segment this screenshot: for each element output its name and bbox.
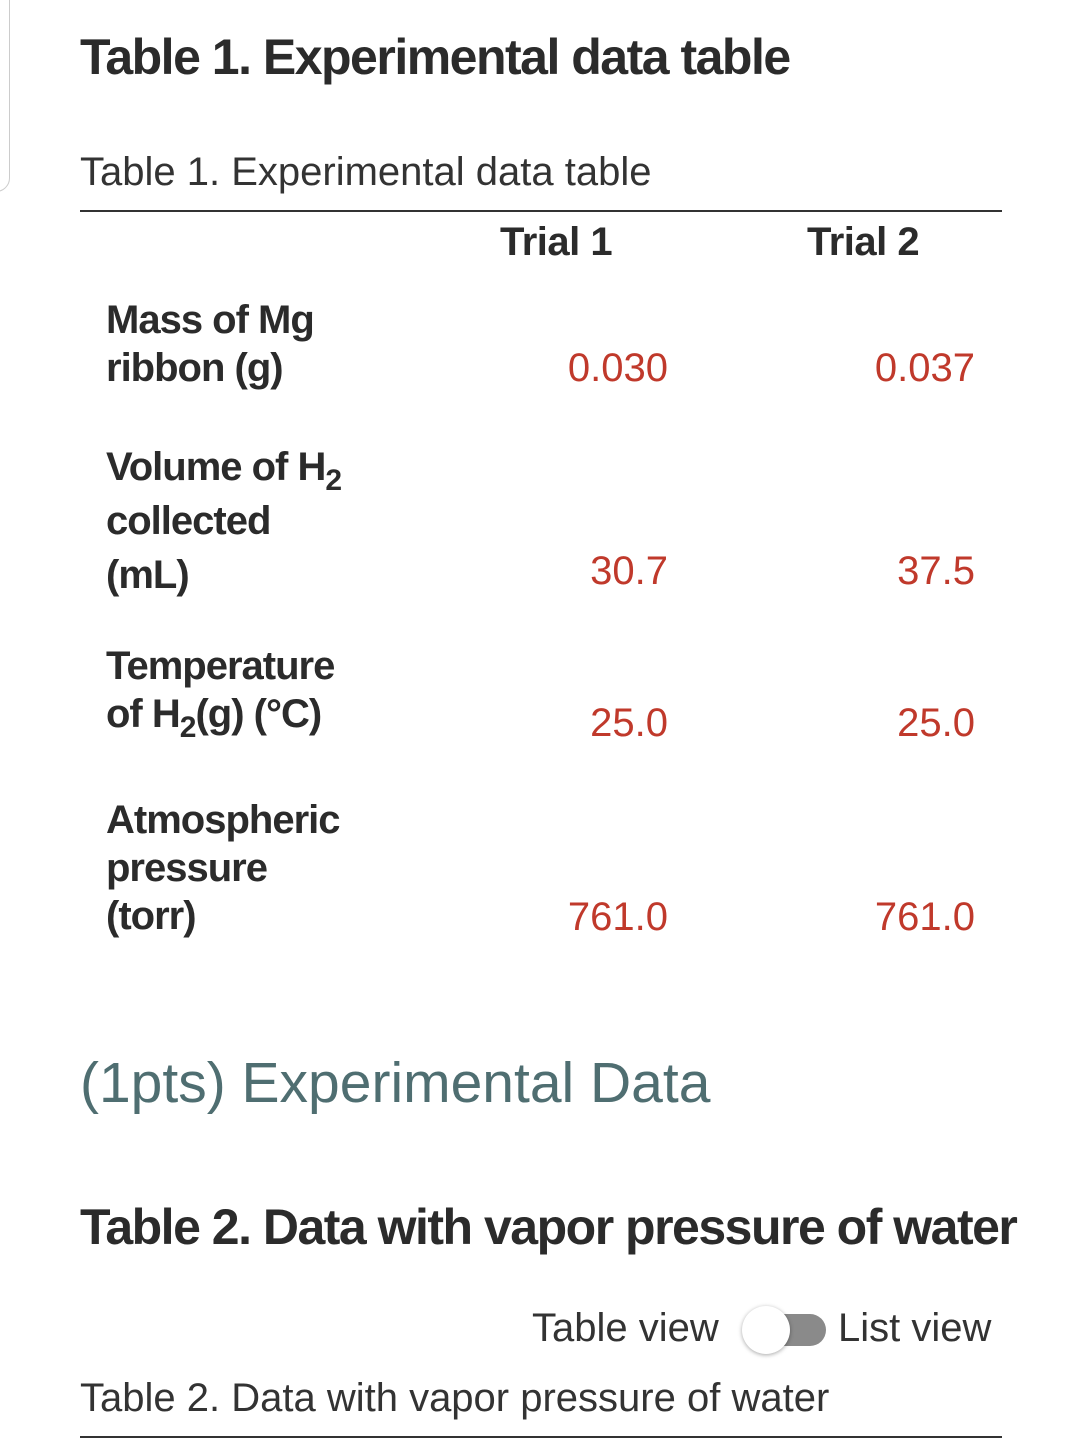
cell-pressure-trial2: 761.0 <box>874 895 975 939</box>
table1-top-rule <box>80 210 1002 212</box>
cell-volume-trial1: 30.7 <box>590 549 668 593</box>
cell-pressure-trial1: 761.0 <box>567 895 668 939</box>
cell-temperature-trial1: 25.0 <box>590 701 668 745</box>
row-label-temperature: Temperature of H2(g) (°C) <box>106 644 335 744</box>
view-toggle-switch[interactable] <box>742 1306 828 1354</box>
table-view-label[interactable]: Table view <box>532 1306 719 1350</box>
row-label-volume: Volume of H2 collected (mL) <box>106 445 342 597</box>
cell-mass-trial2: 0.037 <box>874 346 975 390</box>
table1-caption: Table 1. Experimental data table <box>80 150 652 194</box>
column-header-trial1: Trial 1 <box>500 220 613 264</box>
cell-mass-trial1: 0.030 <box>567 346 668 390</box>
list-view-label[interactable]: List view <box>838 1306 992 1350</box>
row-label-pressure: Atmospheric pressure (torr) <box>106 798 340 938</box>
row-label-mass: Mass of Mg ribbon (g) <box>106 298 315 390</box>
toggle-knob[interactable] <box>742 1306 790 1354</box>
cell-temperature-trial2: 25.0 <box>897 701 975 745</box>
table2-heading: Table 2. Data with vapor pressure of wat… <box>80 1199 1018 1255</box>
table2-top-rule <box>80 1436 1002 1438</box>
panel-edge <box>0 0 10 192</box>
table2-caption: Table 2. Data with vapor pressure of wat… <box>80 1376 830 1420</box>
column-header-trial2: Trial 2 <box>807 220 920 264</box>
cell-volume-trial2: 37.5 <box>897 549 975 593</box>
section-title: (1pts) Experimental Data <box>80 1051 711 1115</box>
table1-heading: Table 1. Experimental data table <box>80 29 791 85</box>
